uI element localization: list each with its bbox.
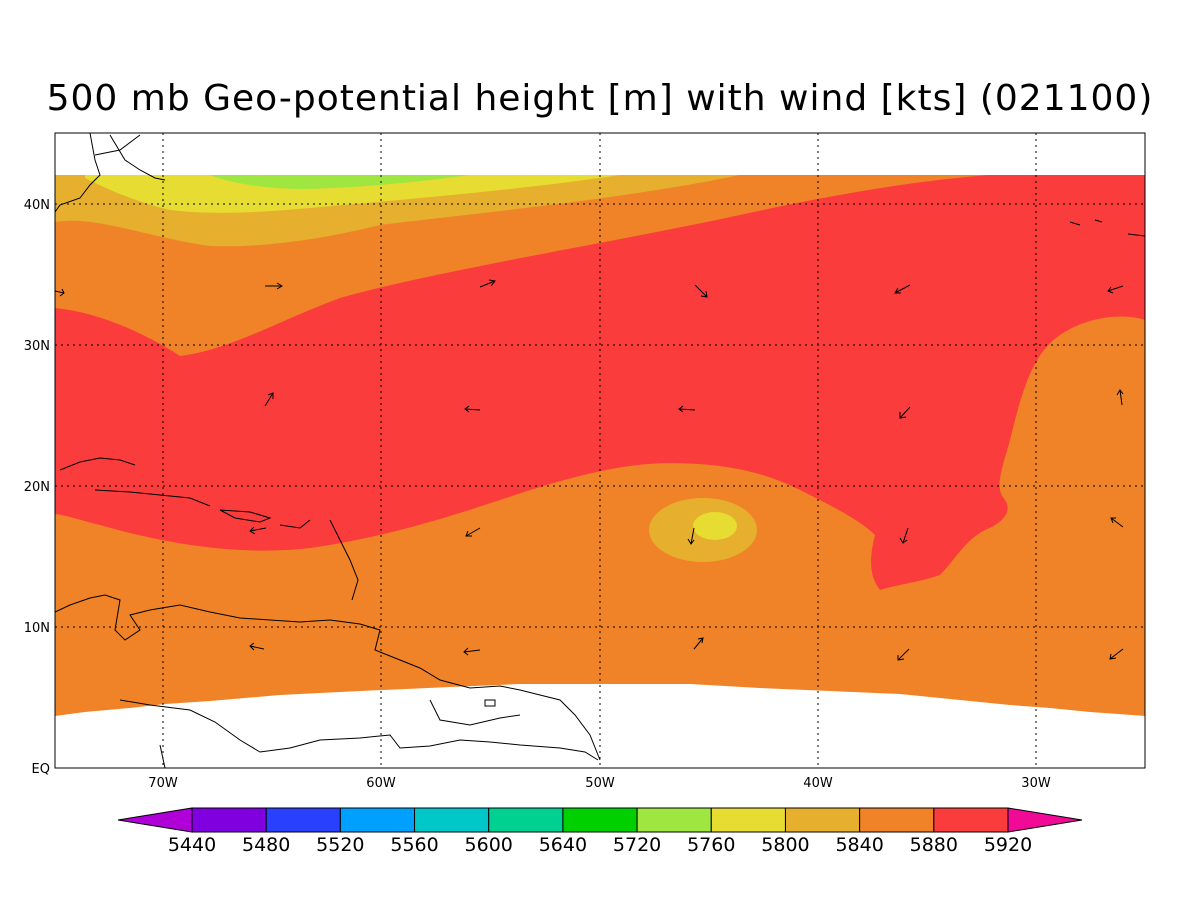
wind-arrow — [54, 288, 65, 297]
wind-vectors — [54, 279, 1124, 661]
colorbar-label: 5880 — [910, 834, 958, 856]
wind-arrow — [479, 279, 496, 288]
wind-arrow — [1110, 517, 1124, 528]
colorbar-segment — [859, 807, 935, 833]
lat-label-eq: EQ — [32, 762, 50, 777]
wind-arrow — [465, 527, 481, 537]
height-band-5760 — [210, 175, 470, 189]
colorbar-segment — [562, 807, 638, 833]
colorbar-label: 5440 — [168, 834, 216, 856]
lon-label-30w: 30W — [1021, 776, 1051, 791]
coastlines — [55, 133, 1145, 768]
wind-arrow — [897, 648, 910, 661]
colorbar-label: 5800 — [761, 834, 809, 856]
gridlines — [55, 133, 1145, 768]
no-data-region — [55, 684, 1145, 768]
wind-arrow — [264, 392, 274, 407]
lon-label-60w: 60W — [366, 776, 396, 791]
wind-arrow — [694, 284, 708, 298]
colorbar-label: 5640 — [539, 834, 587, 856]
longitude-labels: 70W 60W 50W 40W 30W — [148, 776, 1051, 791]
wind-arrow — [249, 526, 267, 535]
colorbar-label: 5840 — [835, 834, 883, 856]
wind-arrow — [894, 284, 911, 294]
wind-arrow — [687, 527, 695, 545]
colorbar-segment — [488, 807, 564, 833]
colorbar-label: 5480 — [242, 834, 290, 856]
height-cell-5800 — [693, 512, 737, 540]
lon-label-50w: 50W — [585, 776, 615, 791]
lat-label-30n: 30N — [24, 339, 50, 354]
plot-frame — [54, 132, 1146, 769]
map-plot-area — [55, 133, 1145, 768]
lat-label-10n: 10N — [24, 621, 50, 636]
wind-arrow — [1107, 285, 1124, 294]
colorbar-segment — [1007, 807, 1083, 833]
lon-label-70w: 70W — [148, 776, 178, 791]
lon-label-40w: 40W — [803, 776, 833, 791]
wind-arrow — [678, 405, 696, 413]
colorbar-segment — [636, 807, 712, 833]
colorbar-label: 5920 — [984, 834, 1032, 856]
colorbar-segment — [265, 807, 341, 833]
wind-arrow — [1116, 389, 1124, 406]
colorbar-label: 5760 — [687, 834, 735, 856]
wind-arrow — [899, 527, 909, 544]
page-title: 500 mb Geo-potential height [m] with win… — [46, 78, 1154, 119]
wind-arrow — [265, 282, 283, 290]
colorbar-label: 5560 — [390, 834, 438, 856]
wind-arrow — [1109, 648, 1124, 660]
wind-arrow — [693, 637, 704, 650]
height-band-5800 — [85, 175, 620, 213]
colorbar-segment — [414, 807, 490, 833]
lat-label-20n: 20N — [24, 480, 50, 495]
colorbar-label: 5600 — [465, 834, 513, 856]
wind-arrow — [899, 406, 911, 419]
wind-arrow — [463, 647, 481, 656]
colorbar-label: 5520 — [316, 834, 364, 856]
latitude-labels: EQ 10N 20N 30N 40N — [24, 198, 50, 777]
colorbar-segment — [933, 807, 1009, 833]
wind-arrow — [249, 642, 265, 651]
colorbar-segment — [784, 807, 861, 833]
colorbar-segment — [191, 807, 267, 833]
colorbar-segment — [117, 807, 193, 833]
colorbar-label: 5720 — [613, 834, 661, 856]
wind-arrow — [464, 405, 481, 413]
colorbar: 5440 5480 5520 5560 5600 5640 5720 5760 5800 5840… — [117, 807, 1083, 856]
lat-label-40n: 40N — [24, 198, 50, 213]
colorbar-segment — [710, 807, 786, 833]
colorbar-segment — [339, 807, 416, 833]
